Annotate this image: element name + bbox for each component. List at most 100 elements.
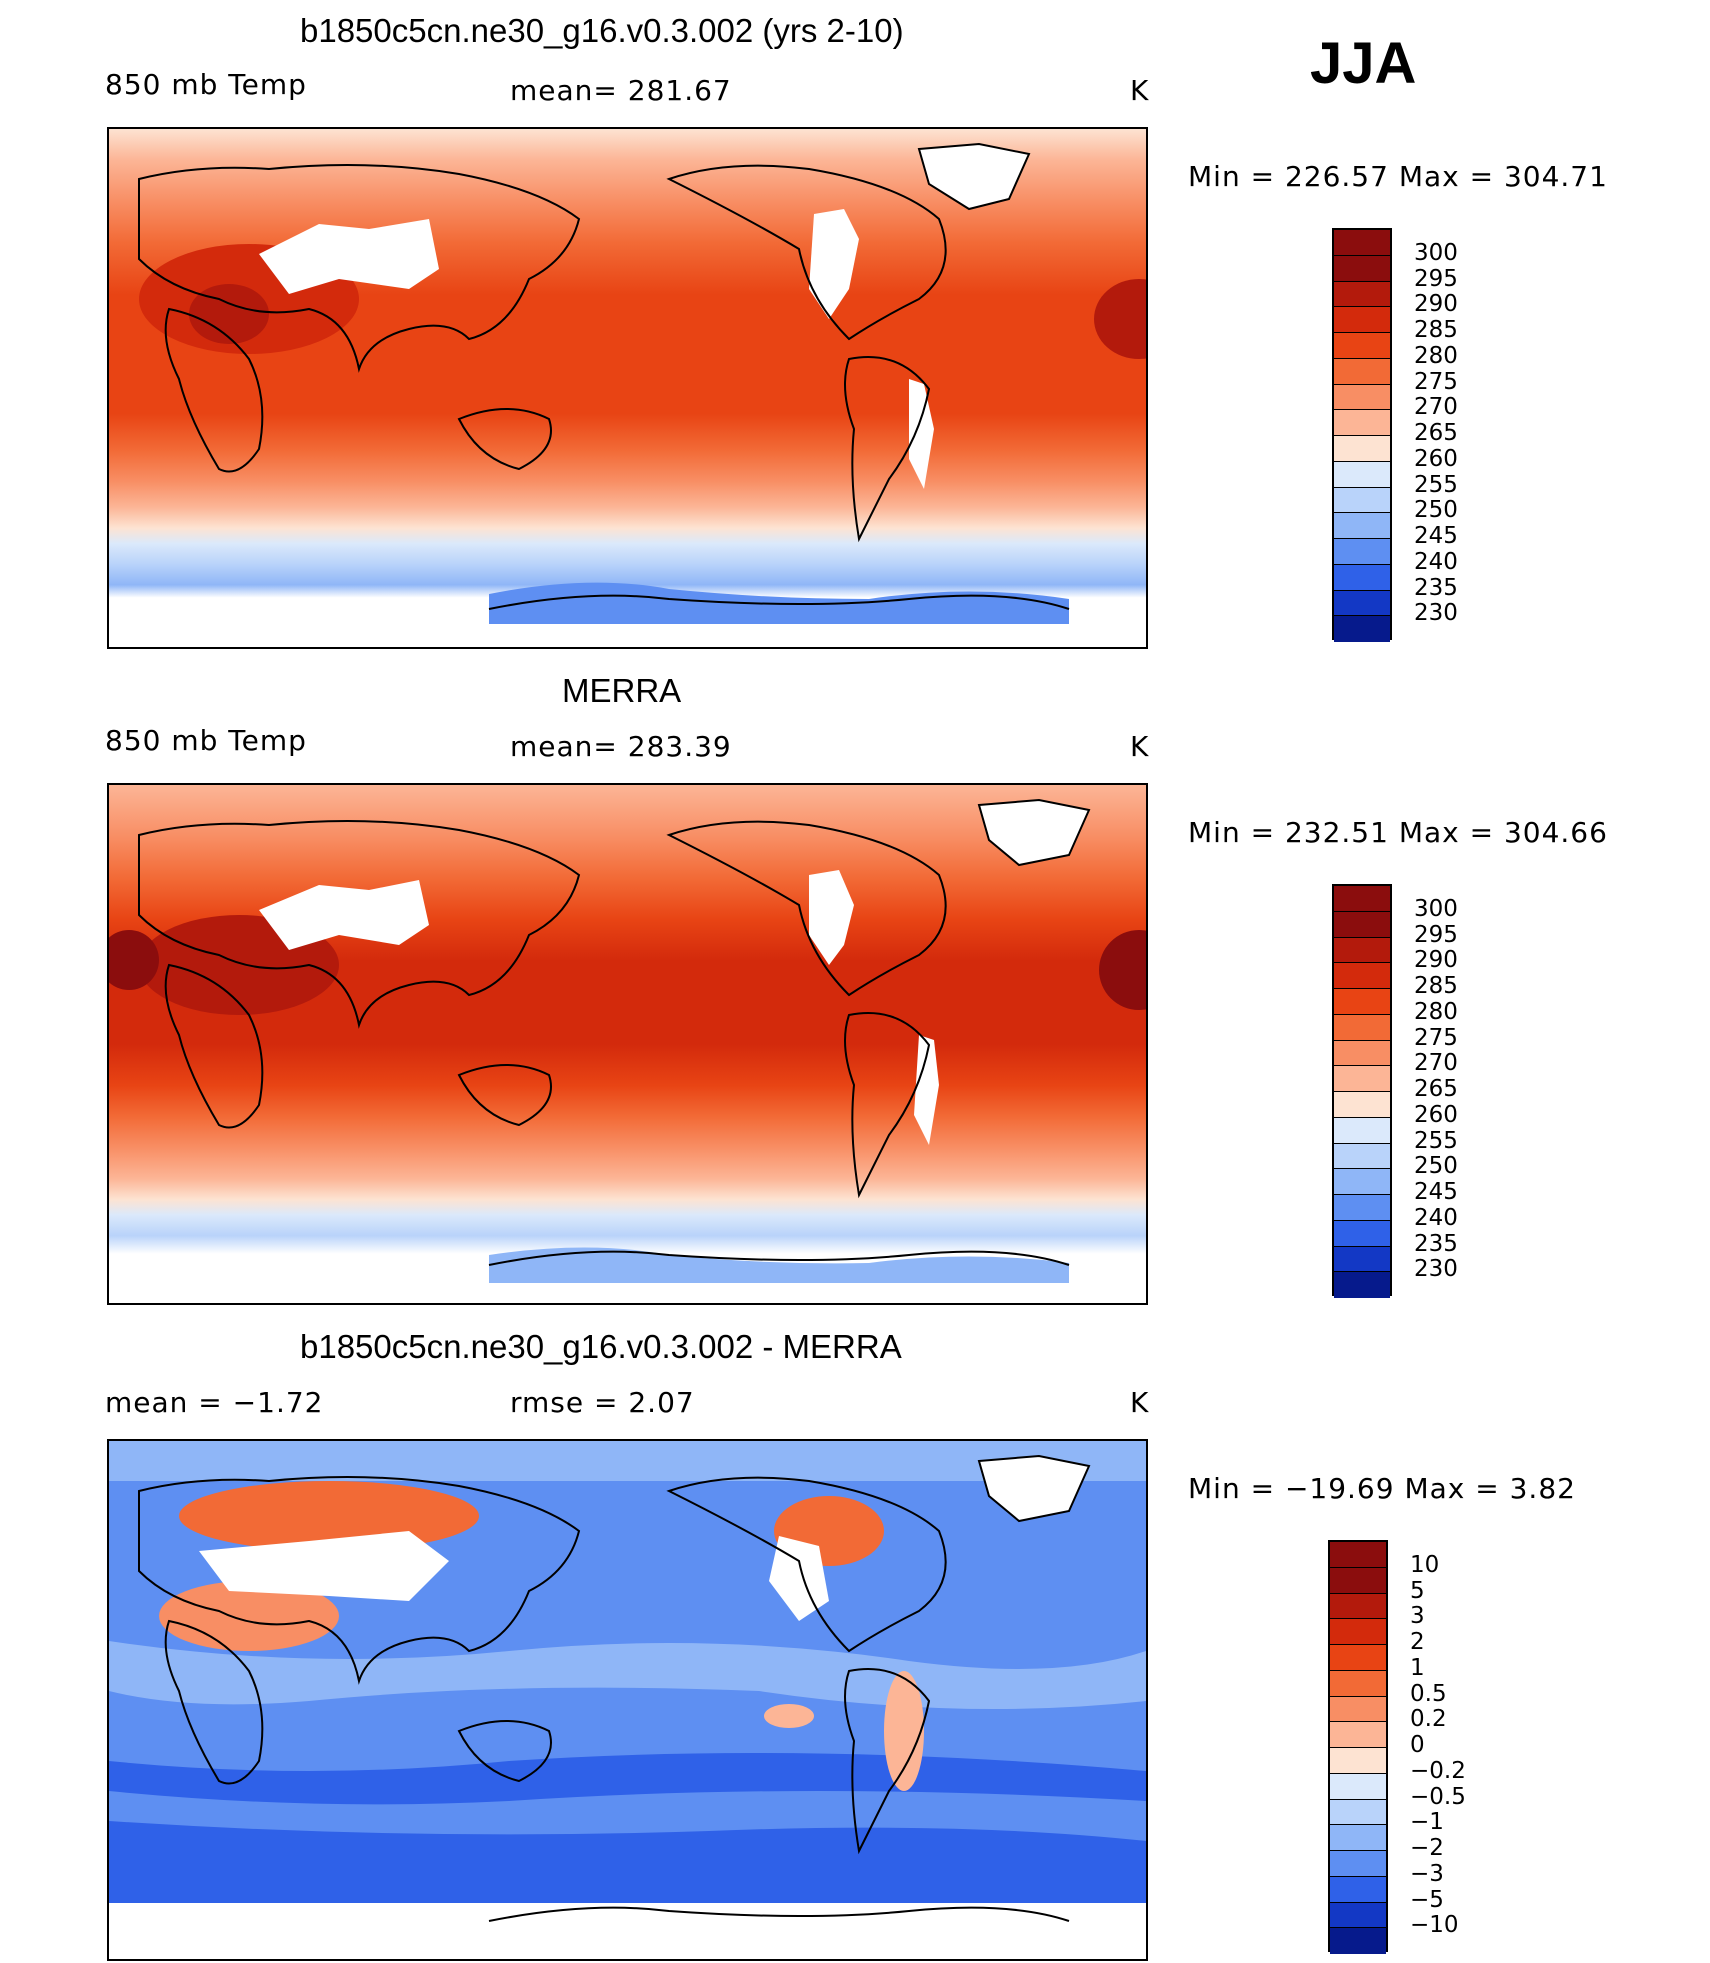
colorbar-tick-label: 10 (1410, 1551, 1440, 1578)
colorbar-swatch (1334, 1169, 1390, 1195)
panel-2-map-canvas (109, 785, 1146, 1303)
colorbar-swatch (1334, 1092, 1390, 1118)
colorbar-tick-label: 3 (1410, 1603, 1425, 1630)
colorbar-tick-label: 245 (1414, 1179, 1458, 1205)
colorbar-tick-label: 240 (1414, 548, 1458, 575)
panel-3-map (107, 1439, 1148, 1961)
colorbar-swatch (1334, 963, 1390, 989)
colorbar-tick-label: 285 (1414, 317, 1458, 343)
colorbar-tick-label: −1 (1410, 1809, 1444, 1836)
colorbar-tick-label: 290 (1414, 291, 1458, 318)
colorbar-tick-label: 250 (1414, 1153, 1458, 1180)
colorbar-swatch (1330, 1619, 1386, 1645)
colorbar-swatch (1330, 1876, 1386, 1903)
colorbar-swatch (1334, 989, 1390, 1015)
colorbar-swatch (1334, 461, 1390, 488)
colorbar-swatch (1334, 1272, 1390, 1298)
colorbar-tick-label: −0.5 (1410, 1783, 1466, 1810)
panel-1-units: K (1130, 74, 1150, 107)
colorbar-tick-label: 270 (1414, 394, 1458, 421)
colorbar-tick-label: 260 (1414, 1101, 1458, 1128)
colorbar-tick-label: −3 (1410, 1860, 1444, 1887)
panel-1-map-canvas (109, 129, 1146, 647)
panel-1-map (107, 127, 1148, 649)
colorbar-tick-label: 290 (1414, 947, 1458, 974)
colorbar-tick-label: 280 (1414, 342, 1458, 369)
colorbar-tick-label: 265 (1414, 420, 1458, 446)
colorbar-swatch (1334, 487, 1390, 514)
colorbar-tick-label: −2 (1410, 1835, 1444, 1861)
colorbar-swatch (1334, 307, 1390, 333)
colorbar-tick-label: 255 (1414, 1127, 1458, 1154)
colorbar-swatch (1330, 1645, 1386, 1671)
colorbar-tick-label: 5 (1410, 1577, 1425, 1604)
panel-3-map-canvas (109, 1441, 1146, 1959)
colorbar-tick-label: 265 (1414, 1076, 1458, 1102)
colorbar-swatch (1330, 1567, 1386, 1594)
panel-2-mean-label: mean= 283.39 (510, 730, 732, 763)
colorbar-swatch (1334, 1220, 1390, 1247)
colorbar-tick-label: 260 (1414, 445, 1458, 472)
colorbar-tick-label: 2 (1410, 1629, 1425, 1655)
colorbar-swatch (1334, 564, 1390, 591)
colorbar-swatch (1334, 1014, 1390, 1041)
panel-1-variable-label: 850 mb Temp (105, 68, 307, 101)
panel-1-coastlines (138, 142, 1070, 610)
colorbar-tick-label: 0 (1410, 1732, 1425, 1758)
colorbar-swatch (1334, 1117, 1390, 1144)
colorbar-swatch (1334, 1246, 1390, 1273)
panel-1-colorbar (1332, 228, 1392, 642)
colorbar-swatch (1334, 230, 1390, 256)
colorbar-swatch (1330, 1670, 1386, 1697)
colorbar-tick-label: 300 (1414, 895, 1458, 922)
colorbar-tick-label: 1 (1410, 1654, 1425, 1681)
colorbar-swatch (1334, 590, 1390, 617)
colorbar-swatch (1334, 333, 1390, 359)
colorbar-tick-label: 300 (1414, 239, 1458, 266)
colorbar-swatch (1334, 436, 1390, 462)
colorbar-tick-label: 280 (1414, 998, 1458, 1025)
colorbar-swatch (1330, 1928, 1386, 1954)
colorbar-swatch (1330, 1696, 1386, 1723)
panel-2-units: K (1130, 730, 1150, 763)
colorbar-tick-label: 250 (1414, 497, 1458, 524)
colorbar-swatch (1334, 616, 1390, 642)
colorbar-swatch (1330, 1902, 1386, 1929)
colorbar-swatch (1334, 1195, 1390, 1221)
colorbar-swatch (1334, 255, 1390, 282)
panel-3-coastlines (138, 1454, 1091, 1922)
colorbar-swatch (1330, 1748, 1386, 1774)
colorbar-swatch (1334, 1066, 1390, 1092)
colorbar-tick-label: 275 (1414, 1024, 1458, 1051)
panel-1-mean-label: mean= 281.67 (510, 74, 732, 107)
panel-1-title: b1850c5cn.ne30_g16.v0.3.002 (yrs 2-10) (300, 12, 904, 49)
panel-2-map (107, 783, 1148, 1305)
colorbar-swatch (1334, 1143, 1390, 1170)
panel-3-colorbar (1328, 1540, 1388, 1954)
colorbar-tick-label: 230 (1414, 600, 1458, 627)
panel-3-minmax: Min = −19.69 Max = 3.82 (1188, 1472, 1576, 1505)
colorbar-tick-label: −0.2 (1410, 1757, 1466, 1784)
colorbar-tick-label: 245 (1414, 523, 1458, 549)
colorbar-swatch (1330, 1593, 1386, 1620)
colorbar-tick-label: 285 (1414, 973, 1458, 999)
season-label: JJA (1310, 31, 1417, 96)
colorbar-swatch (1330, 1851, 1386, 1877)
panel-3-mean-label: mean = −1.72 (105, 1386, 324, 1419)
colorbar-tick-label: 235 (1414, 574, 1458, 601)
panel-2-variable-label: 850 mb Temp (105, 724, 307, 757)
panel-3-units: K (1130, 1386, 1150, 1419)
colorbar-tick-label: 295 (1414, 921, 1458, 948)
colorbar-swatch (1334, 384, 1390, 411)
colorbar-tick-label: 235 (1414, 1230, 1458, 1257)
panel-2-minmax: Min = 232.51 Max = 304.66 (1188, 816, 1608, 849)
colorbar-swatch (1334, 1040, 1390, 1067)
colorbar-tick-label: 275 (1414, 368, 1458, 395)
colorbar-tick-label: 230 (1414, 1256, 1458, 1283)
colorbar-swatch (1330, 1799, 1386, 1826)
panel-2-title: MERRA (562, 672, 682, 709)
colorbar-tick-label: −10 (1410, 1912, 1459, 1939)
panel-3-title: b1850c5cn.ne30_g16.v0.3.002 - MERRA (300, 1328, 902, 1365)
colorbar-swatch (1330, 1542, 1386, 1568)
colorbar-swatch (1334, 513, 1390, 539)
